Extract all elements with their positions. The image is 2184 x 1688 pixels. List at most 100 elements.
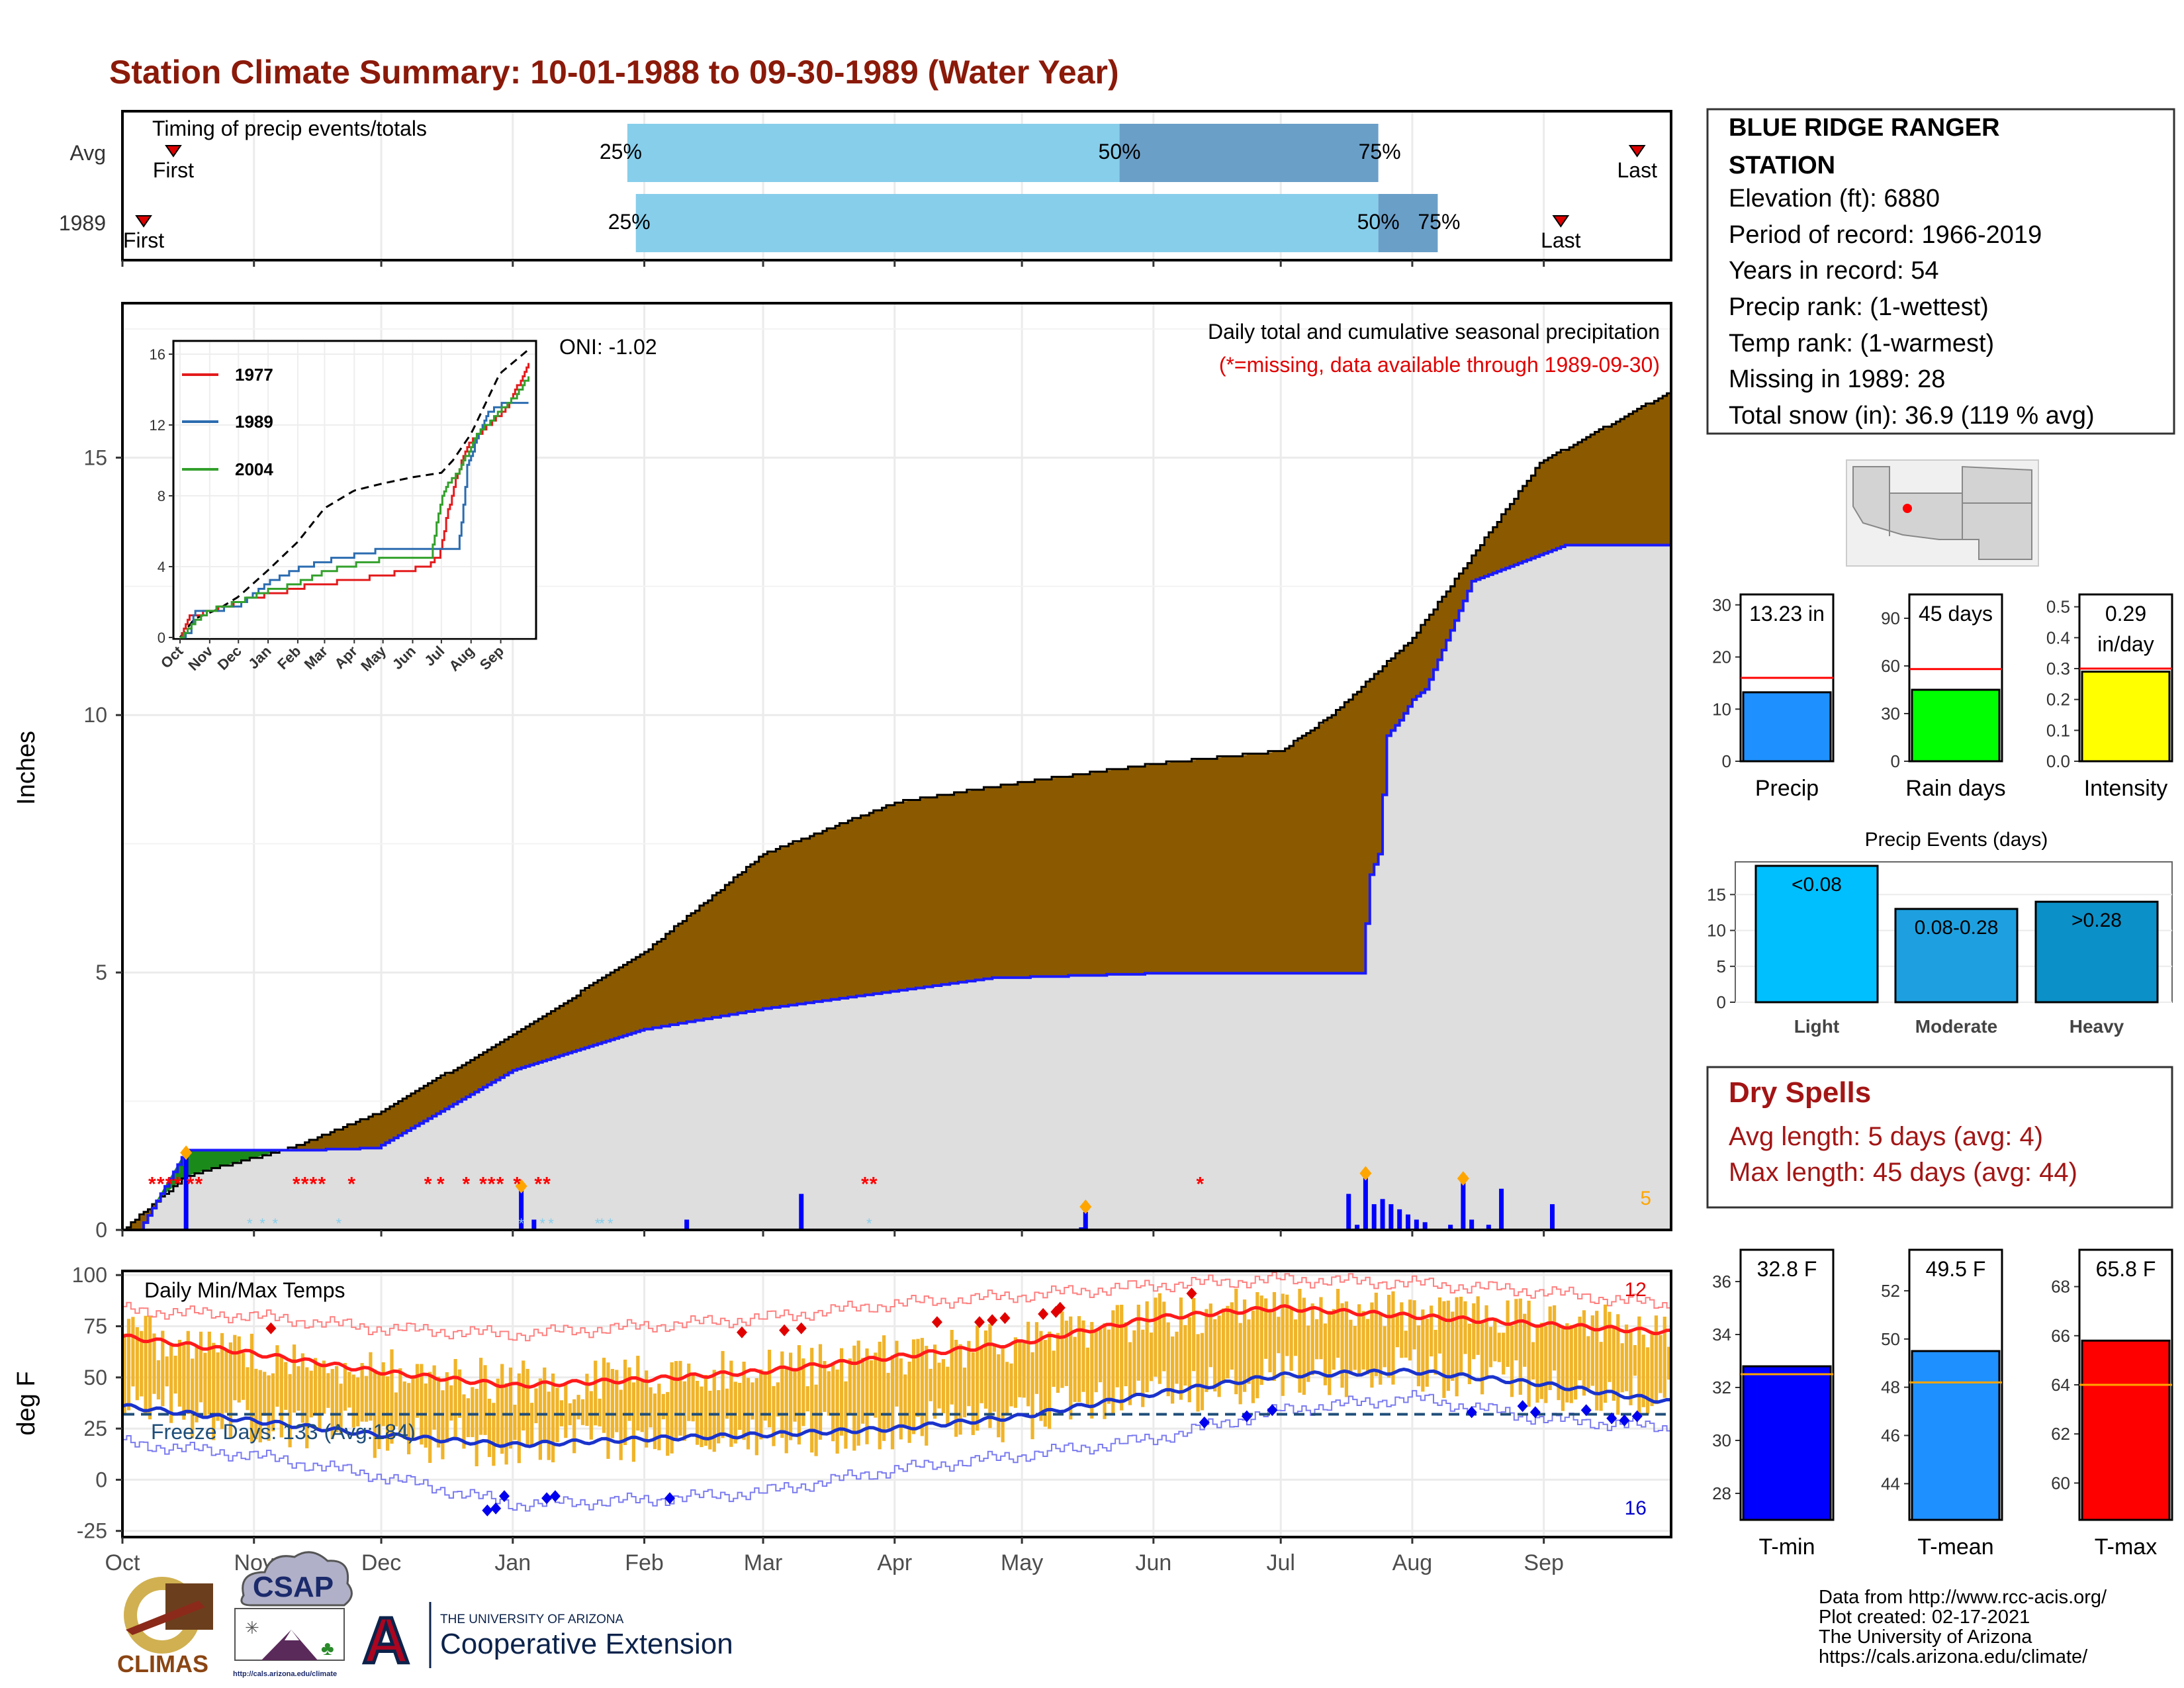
events-ytick-label: 10 — [1707, 921, 1726, 941]
max-precip-marker — [515, 1178, 527, 1194]
record-low-marker — [549, 1490, 561, 1503]
daily-temp-bar — [296, 1366, 300, 1411]
daily-temp-bar — [275, 1345, 279, 1407]
timing-title: Timing of precip events/totals — [152, 117, 427, 140]
month-label: Mar — [744, 1550, 783, 1575]
daily-temp-bar — [1221, 1308, 1226, 1383]
daily-temp-bar — [882, 1335, 886, 1441]
mini-ytick-label: 64 — [2051, 1375, 2070, 1395]
daily-temp-bar — [432, 1365, 436, 1430]
record-high-count: 12 — [1625, 1279, 1647, 1301]
daily-temp-bar — [1641, 1335, 1645, 1407]
trace-day-marker: * — [273, 1215, 279, 1232]
daily-temp-bar — [513, 1405, 517, 1440]
inset-series-line — [180, 376, 530, 639]
missing-day-marker: * — [543, 1173, 551, 1195]
inset-series-line — [180, 402, 529, 639]
daily-temp-bar — [700, 1386, 704, 1448]
daily-temp-bar — [678, 1360, 682, 1436]
daily-temp-bar — [967, 1340, 971, 1407]
daily-temp-bar — [1073, 1336, 1077, 1402]
daily-temp-bar — [733, 1382, 737, 1444]
daily-temp-bar — [687, 1363, 691, 1421]
daily-temp-bar — [780, 1351, 784, 1438]
daily-temp-bar — [453, 1359, 457, 1440]
freeze-days-label: Freeze Days: 133 (Avg:184) — [151, 1420, 416, 1444]
daily-temp-bar — [1336, 1289, 1340, 1358]
daily-temp-bar — [186, 1331, 190, 1415]
timing-bar-50-75 — [1119, 124, 1379, 182]
daily-temp-bar — [1667, 1346, 1671, 1380]
locator-map — [1846, 459, 2039, 567]
daily-temp-bar — [670, 1362, 674, 1454]
daily-temp-bar — [122, 1333, 126, 1415]
daily-precip-bar — [1083, 1211, 1088, 1230]
daily-temp-bar — [925, 1346, 929, 1446]
daily-temp-bar — [1646, 1347, 1650, 1415]
daily-temp-bar — [1187, 1317, 1191, 1403]
inset-legend-label: 1989 — [235, 412, 273, 432]
missing-day-marker: * — [488, 1173, 496, 1195]
dry-spells-max: Max length: 45 days (avg: 44) — [1729, 1158, 2077, 1187]
missing-day-marker: * — [462, 1173, 470, 1195]
record-high-marker — [974, 1316, 985, 1329]
daily-temp-bar — [508, 1367, 513, 1449]
daily-temp-bar — [954, 1339, 958, 1437]
record-high-marker — [987, 1314, 998, 1327]
daily-temp-bar — [958, 1344, 962, 1435]
daily-temp-bar — [1136, 1304, 1140, 1381]
daily-temp-bar — [1005, 1362, 1009, 1415]
daily-temp-bar — [856, 1340, 860, 1446]
events-ytick-label: 5 — [1717, 957, 1726, 976]
mini-ytick-label: 0.3 — [2046, 659, 2070, 679]
daily-temp-bar — [1264, 1298, 1268, 1359]
daily-temp-bar — [1039, 1331, 1043, 1421]
daily-temp-bar — [1022, 1342, 1026, 1398]
month-label: May — [1001, 1550, 1043, 1575]
daily-precip-bar — [531, 1219, 537, 1230]
daily-temp-bar — [466, 1398, 470, 1437]
daily-temp-bar — [1145, 1301, 1149, 1393]
daily-temp-bar — [666, 1391, 670, 1456]
daily-temp-bar — [457, 1369, 462, 1418]
daily-temp-bar — [1514, 1299, 1518, 1361]
mini-ytick-label: 0.2 — [2046, 690, 2070, 710]
daily-temp-bar — [852, 1345, 856, 1451]
daily-temp-bar — [152, 1333, 156, 1394]
daily-temp-bar — [1412, 1300, 1416, 1350]
daily-temp-bar — [814, 1384, 818, 1456]
mini-ytick-label: 0 — [1722, 751, 1731, 771]
daily-temp-bar — [1659, 1335, 1662, 1393]
daily-temp-bar — [1365, 1319, 1370, 1375]
daily-precip-bar — [1469, 1219, 1475, 1230]
daily-precip-bar — [1448, 1225, 1453, 1230]
daily-temp-bar — [636, 1356, 640, 1431]
timing-first-marker — [165, 145, 182, 158]
daily-temp-bar — [1196, 1334, 1200, 1412]
daily-temp-bar — [309, 1370, 313, 1418]
daily-temp-bar — [1094, 1329, 1098, 1393]
timing-label-25: 25% — [600, 140, 642, 164]
daily-temp-bar — [483, 1365, 487, 1435]
daily-temp-bar — [165, 1356, 169, 1387]
daily-temp-bar — [983, 1330, 988, 1409]
daily-temp-bar — [1391, 1291, 1395, 1385]
daily-temp-bar — [1234, 1288, 1238, 1395]
daily-temp-bar — [1332, 1309, 1336, 1370]
month-label: Aug — [1392, 1550, 1433, 1575]
daily-temp-bar — [492, 1403, 496, 1466]
daily-temp-bar — [1052, 1350, 1056, 1387]
temp-ytick-label: 50 — [83, 1366, 107, 1389]
daily-temp-bar — [173, 1355, 177, 1394]
ua-a-logo-icon: A — [363, 1604, 410, 1677]
daily-precip-bar — [684, 1219, 690, 1230]
inset-avg-line — [179, 350, 529, 638]
daily-temp-bar — [708, 1390, 712, 1450]
month-axis: Oct Nov Dec Jan Feb Mar Apr May Jun Jul Aug Sep — [105, 1537, 1564, 1575]
daily-temp-bar — [950, 1330, 954, 1405]
season-cumulative-line — [122, 543, 1671, 1231]
daily-temp-bar — [351, 1374, 355, 1428]
daily-temp-bar — [148, 1316, 152, 1420]
precip-events-chart: Precip Events (days) 0 5 10 15 <0.08 Light 0.0… — [1707, 829, 2173, 1037]
timing-row-label-year: 1989 — [59, 211, 106, 235]
